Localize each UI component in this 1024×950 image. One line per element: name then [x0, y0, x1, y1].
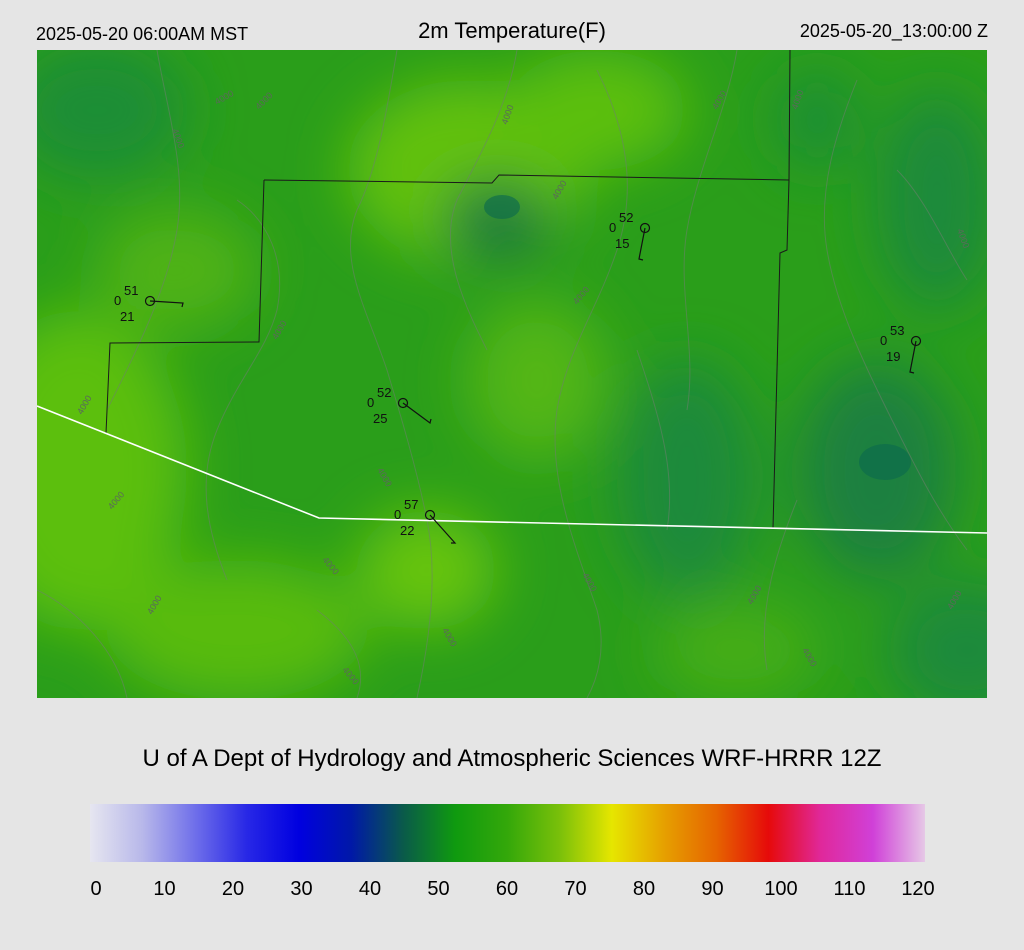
- temperature-colorbar: [90, 804, 925, 862]
- colorbar-tick-label: 50: [427, 878, 450, 900]
- station-dewpoint: 15: [615, 236, 629, 251]
- station-circle: [144, 295, 156, 307]
- colorbar-tick-label: 0: [90, 878, 102, 900]
- wind-barb: [638, 227, 646, 261]
- station-circle: [910, 335, 922, 347]
- station-circle: [397, 397, 409, 409]
- cold-pocket: [484, 195, 520, 219]
- station-dewpoint: 25: [373, 411, 387, 426]
- wind-barb: [909, 340, 917, 374]
- colorbar-tick-label: 80: [632, 878, 656, 900]
- station-dewpoint: 19: [886, 349, 900, 364]
- colorbar-tick-label: 40: [358, 878, 382, 900]
- colorbar-tick-label: 90: [701, 878, 724, 900]
- station-temperature: 51: [124, 283, 138, 298]
- county-boundaries: [105, 50, 791, 529]
- station-circle: [424, 509, 436, 521]
- station-cloud-cover: 0: [609, 220, 616, 235]
- colorbar-tick-label: 20: [221, 878, 245, 900]
- station-circle: [639, 222, 651, 234]
- wind-barb: [429, 514, 457, 544]
- map-title: 2m Temperature(F): [418, 18, 606, 43]
- station-temperature: 52: [377, 385, 391, 400]
- station-dewpoint: 21: [120, 309, 134, 324]
- station-dewpoint: 22: [400, 523, 414, 538]
- station-cloud-cover: 0: [367, 395, 374, 410]
- station-temperature: 57: [404, 497, 418, 512]
- station-cloud-cover: 0: [880, 333, 887, 348]
- temperature-map[interactable]: 4000 4000 4000 4000 4000 4000 4000 4000 …: [37, 50, 987, 698]
- colorbar-tick-label: 30: [290, 878, 313, 900]
- colorbar-tick-label: 60: [495, 878, 519, 900]
- wind-barb: [149, 300, 184, 308]
- colorbar-tick-label: 10: [153, 878, 176, 900]
- station-temperature: 52: [619, 210, 633, 225]
- terrain-contours: [37, 50, 968, 698]
- cold-pocket: [859, 444, 911, 480]
- model-credit: U of A Dept of Hydrology and Atmospheric…: [142, 745, 882, 772]
- wind-barb: [402, 402, 432, 425]
- station-cloud-cover: 0: [114, 293, 121, 308]
- colorbar-tick-label: 120: [901, 878, 935, 900]
- colorbar-tick-label: 70: [564, 878, 587, 900]
- valid-time-label: 2025-05-20_13:00:00 Z: [799, 21, 988, 41]
- state-boundary: [37, 405, 987, 534]
- colorbar-tick-label: 110: [833, 878, 866, 900]
- colorbar-tick-label: 100: [764, 878, 798, 900]
- local-time-label: 2025-05-20 06:00AM MST: [36, 24, 249, 44]
- station-cloud-cover: 0: [394, 507, 401, 522]
- colorbar-gradient: [90, 804, 925, 862]
- station-temperature: 53: [890, 323, 904, 338]
